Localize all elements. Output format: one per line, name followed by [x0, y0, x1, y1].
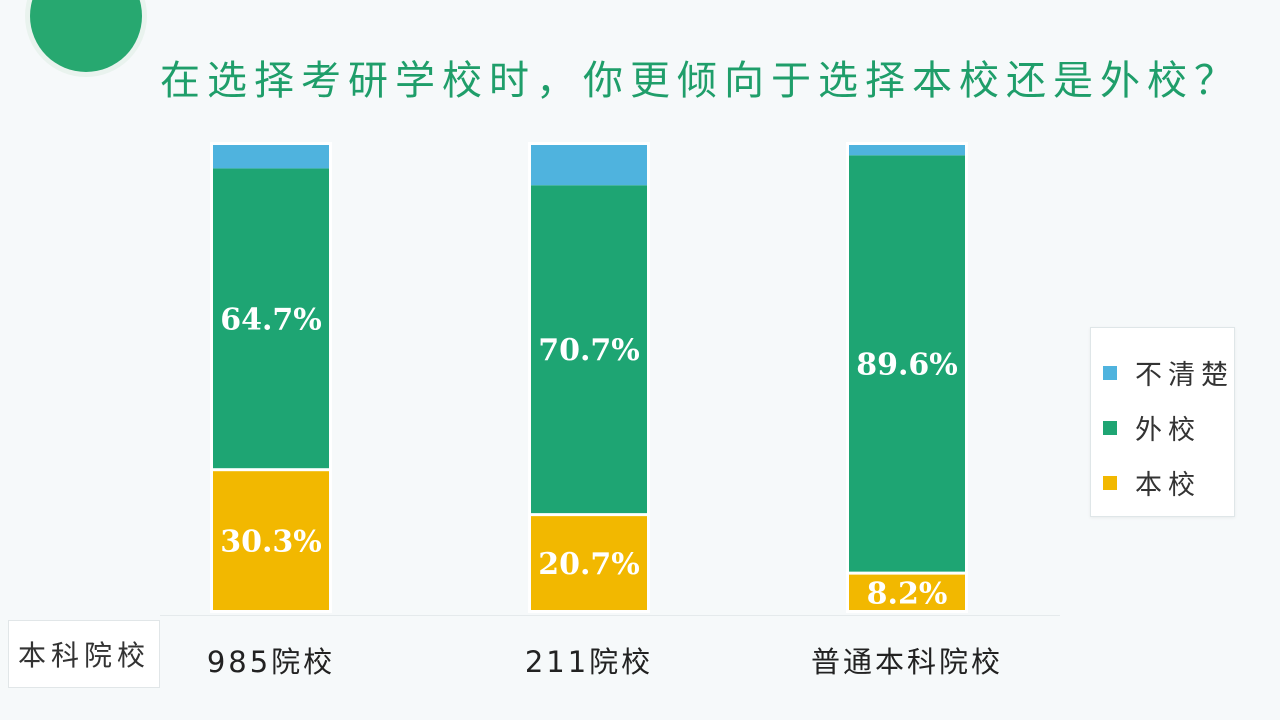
- legend-swatch-other-school: [1103, 420, 1117, 435]
- legend-label-unclear: 不清楚: [1135, 360, 1234, 391]
- data-label: 70.7%: [538, 333, 640, 368]
- x-tick-label: 985院校: [207, 645, 335, 679]
- x-tick-label: 211院校: [525, 645, 653, 679]
- bar-segment: [213, 145, 329, 169]
- x-axis-title: 本科院校: [8, 620, 160, 688]
- legend-swatch-unclear: [1103, 365, 1117, 380]
- bar-segment: [213, 471, 329, 610]
- bar-segment: [531, 516, 647, 610]
- legend-item-unclear: 不清楚: [1103, 353, 1234, 392]
- bar-segment: [213, 168, 329, 469]
- bar-segment: [531, 145, 647, 186]
- data-label: 20.7%: [538, 547, 640, 582]
- x-tick-label: 普通本科院校: [811, 645, 1003, 679]
- data-label: 30.3%: [220, 525, 322, 560]
- baseline: [160, 615, 1060, 616]
- legend-swatch-own-school: [1103, 475, 1117, 490]
- legend-label-other-school: 外校: [1135, 415, 1201, 446]
- bar-segment: [849, 145, 965, 156]
- data-label: 8.2%: [867, 576, 948, 611]
- data-label: 89.6%: [856, 347, 958, 382]
- legend-item-own-school: 本校: [1103, 463, 1201, 502]
- legend: 不清楚 外校 本校: [1090, 327, 1235, 517]
- bar-segment: [849, 574, 965, 610]
- bar-segment: [849, 155, 965, 572]
- legend-label-own-school: 本校: [1135, 470, 1201, 501]
- chart-title: 在选择考研学校时，你更倾向于选择本校还是外校？: [160, 58, 1241, 104]
- legend-item-other-school: 外校: [1103, 408, 1201, 447]
- bar-segment: [531, 185, 647, 514]
- data-label: 64.7%: [220, 302, 322, 337]
